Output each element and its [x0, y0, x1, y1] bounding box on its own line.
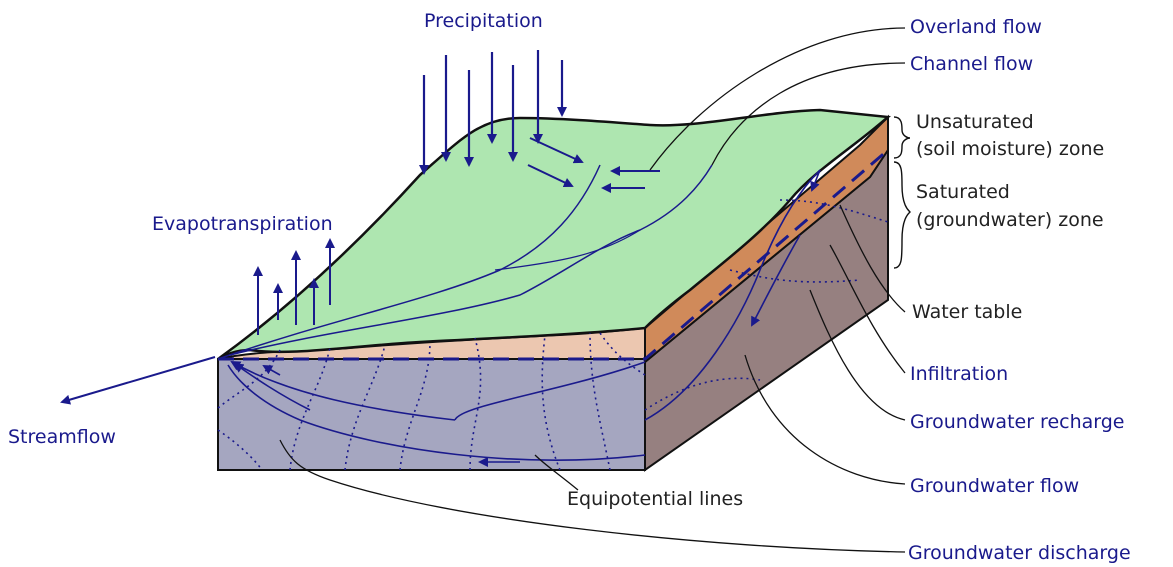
equipotential-lines	[217, 199, 889, 471]
evapotranspiration-arrows	[253, 238, 335, 335]
groundwater-flow-label: Groundwater flow	[910, 475, 1079, 497]
saturated-zone-label-1: Saturated	[916, 181, 1010, 203]
saturated-front-face	[217, 358, 646, 471]
water-table-line	[218, 148, 889, 361]
infiltration-label: Infiltration	[910, 363, 1008, 385]
groundwater-flow-lines	[227, 169, 821, 467]
groundwater-discharge-label: Groundwater discharge	[908, 542, 1131, 564]
precipitation-label: Precipitation	[424, 10, 543, 32]
channel-line	[217, 164, 601, 360]
saturated-zone-label-2: (groundwater) zone	[916, 209, 1104, 231]
water-table-label: Water table	[912, 301, 1022, 323]
streamflow-label: Streamflow	[8, 426, 116, 448]
overland-flow-arrows	[527, 137, 660, 193]
groundwater-recharge-label: Groundwater recharge	[910, 411, 1125, 433]
unsaturated-zone-label-2: (soil moisture) zone	[916, 138, 1104, 160]
equipotential-lines-label: Equipotential lines	[567, 488, 743, 510]
channel-line	[229, 164, 713, 356]
zone-braces	[893, 116, 911, 269]
channel-line	[494, 229, 641, 271]
evapotranspiration-label: Evapotranspiration	[152, 213, 333, 235]
streamflow-arrow	[60, 356, 216, 405]
unsaturated-zone-label-1: Unsaturated	[916, 111, 1034, 133]
leader-lines	[279, 27, 906, 553]
precipitation-arrows	[419, 50, 567, 175]
channel-flow-label: Channel flow	[910, 53, 1033, 75]
overland-flow-label: Overland flow	[910, 16, 1042, 38]
